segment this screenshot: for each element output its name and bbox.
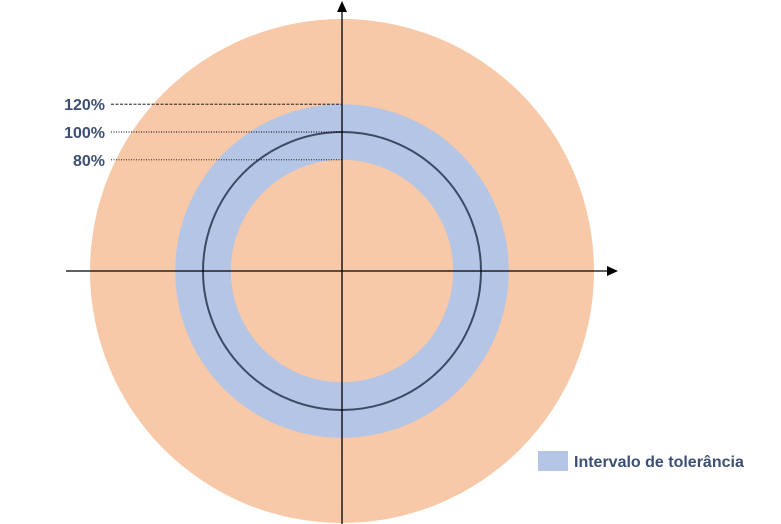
legend-label: Intervalo de tolerância (574, 454, 744, 471)
x-axis-arrowhead (607, 266, 618, 276)
y-axis-arrowhead (337, 1, 347, 12)
legend-swatch (538, 451, 568, 471)
label-120-percent: 120% (64, 97, 105, 114)
label-100-percent: 100% (64, 125, 105, 142)
label-80-percent: 80% (73, 153, 105, 170)
